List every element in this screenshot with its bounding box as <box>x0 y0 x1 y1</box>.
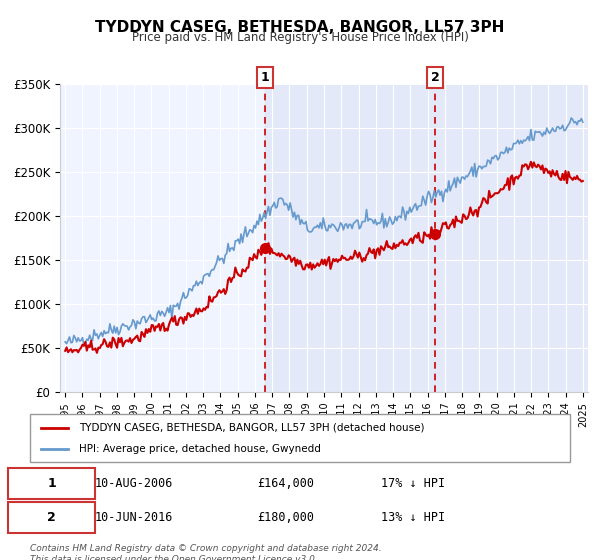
Text: 13% ↓ HPI: 13% ↓ HPI <box>381 511 445 524</box>
Text: 10-AUG-2006: 10-AUG-2006 <box>95 477 173 491</box>
Bar <box>265 84 600 392</box>
Text: 2: 2 <box>47 511 56 524</box>
Text: TYDDYN CASEG, BETHESDA, BANGOR, LL57 3PH (detached house): TYDDYN CASEG, BETHESDA, BANGOR, LL57 3PH… <box>79 423 424 433</box>
FancyBboxPatch shape <box>30 414 570 462</box>
Text: 17% ↓ HPI: 17% ↓ HPI <box>381 477 445 491</box>
Text: 1: 1 <box>261 71 270 84</box>
FancyBboxPatch shape <box>8 468 95 500</box>
Text: Price paid vs. HM Land Registry's House Price Index (HPI): Price paid vs. HM Land Registry's House … <box>131 31 469 44</box>
Text: 10-JUN-2016: 10-JUN-2016 <box>95 511 173 524</box>
Text: £164,000: £164,000 <box>257 477 314 491</box>
Text: HPI: Average price, detached house, Gwynedd: HPI: Average price, detached house, Gwyn… <box>79 444 320 454</box>
Text: 2: 2 <box>431 71 440 84</box>
Text: TYDDYN CASEG, BETHESDA, BANGOR, LL57 3PH: TYDDYN CASEG, BETHESDA, BANGOR, LL57 3PH <box>95 20 505 35</box>
Text: £180,000: £180,000 <box>257 511 314 524</box>
FancyBboxPatch shape <box>8 502 95 533</box>
Text: Contains HM Land Registry data © Crown copyright and database right 2024.
This d: Contains HM Land Registry data © Crown c… <box>30 544 382 560</box>
Text: 1: 1 <box>47 477 56 491</box>
